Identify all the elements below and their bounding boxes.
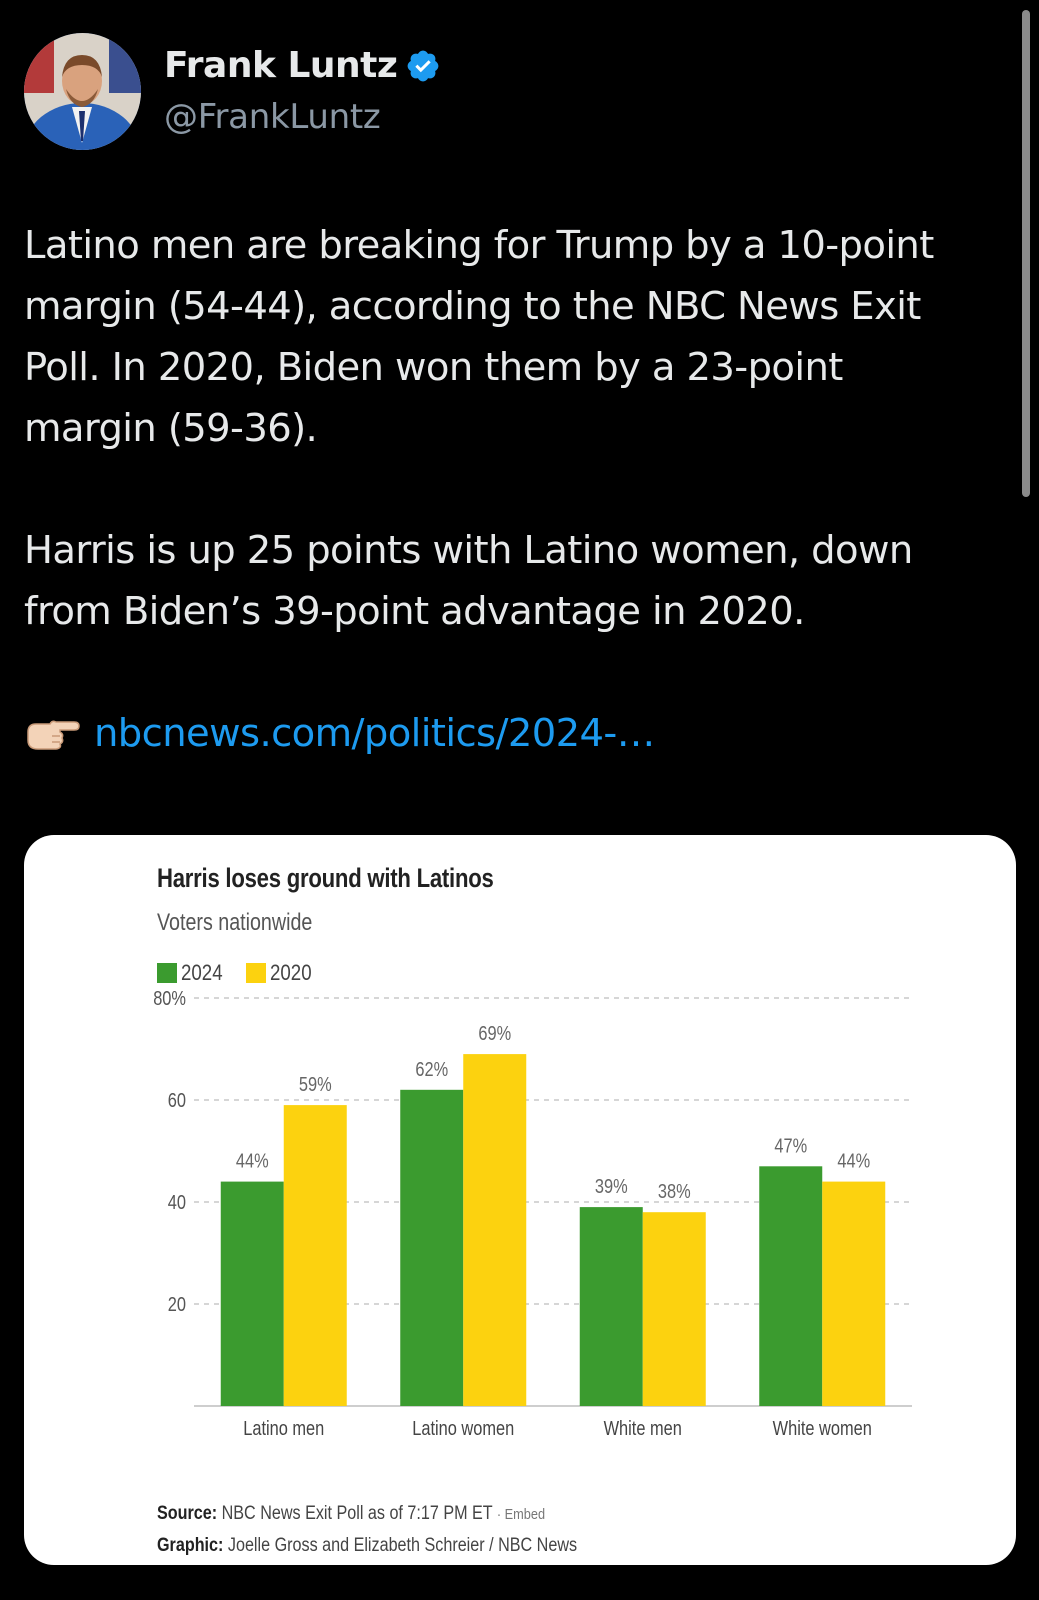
data-label: 44% [236, 1149, 269, 1172]
graphic-text: Joelle Gross and Elizabeth Schreier / NB… [227, 1535, 578, 1556]
bar-2020-latino-men [283, 1105, 347, 1406]
avatar[interactable] [24, 33, 141, 150]
author-handle[interactable]: @FrankLuntz [164, 97, 381, 137]
graphic-label: Graphic: [157, 1535, 224, 1556]
tweet-header: Frank Luntz @FrankLuntz [24, 33, 984, 151]
bar-chart: 20 40 60 80% 44% 59% Latino men 62% 69% Latino wo… [153, 986, 912, 1439]
tweet-line: margin (54-44), according to the NBC New… [24, 284, 921, 329]
tweet-line: Poll. In 2020, Biden won them by a 23-po… [24, 345, 843, 390]
paragraph-gap [24, 642, 1014, 703]
data-label: 69% [478, 1022, 511, 1045]
bar-2024-white-women [759, 1166, 823, 1406]
bar-2020-white-men [642, 1212, 706, 1406]
tweet-line: Harris is up 25 points with Latino women… [24, 528, 913, 573]
legend-item-2024: 2024 [157, 960, 230, 986]
source-text: NBC News Exit Poll as of 7:17 PM ET [221, 1503, 493, 1524]
tweet-text: Latino men are breaking for Trump by a 1… [24, 215, 1014, 764]
y-tick-label: 40 [168, 1190, 186, 1213]
x-tick-label: White men [604, 1416, 682, 1439]
tweet-line: from Biden’s 39-point advantage in 2020. [24, 589, 805, 634]
data-label: 62% [415, 1057, 448, 1080]
bar-2024-latino-men [220, 1181, 284, 1406]
legend-swatch-2024 [157, 963, 177, 983]
scrollbar[interactable] [1022, 10, 1030, 497]
source-label: Source: [157, 1503, 218, 1524]
bar-2024-white-men [579, 1207, 643, 1406]
y-tick-label: 20 [168, 1292, 186, 1315]
chart-subtitle: Voters nationwide [157, 909, 313, 936]
legend-label-2024: 2024 [181, 960, 223, 985]
bar-2020-white-women [822, 1181, 886, 1406]
chart-legend: 2024 2020 [157, 960, 335, 986]
x-tick-label: White women [773, 1416, 872, 1439]
x-tick-label: Latino women [412, 1416, 514, 1439]
legend-label-2020: 2020 [269, 960, 312, 985]
data-label: 44% [837, 1149, 870, 1172]
verified-badge-icon [407, 50, 439, 81]
data-label: 38% [658, 1180, 691, 1203]
graphic-line: Graphic: Joelle Gross and Elizabeth Schr… [157, 1530, 577, 1561]
tweet-line: Latino men are breaking for Trump by a 1… [24, 223, 934, 268]
legend-swatch-2020 [245, 963, 266, 983]
pointing-hand-icon [27, 720, 80, 750]
bar-2020-latino-women [463, 1054, 527, 1406]
embed-link[interactable]: · Embed [496, 1506, 546, 1523]
article-link[interactable]: nbcnews.com/politics/2024-… [94, 711, 655, 756]
link-row: nbcnews.com/politics/2024-… [24, 703, 1014, 764]
avatar-image [24, 33, 141, 150]
data-label: 39% [595, 1175, 628, 1198]
author-name[interactable]: Frank Luntz [164, 45, 398, 86]
chart-card[interactable]: Harris loses ground with Latinos Voters … [24, 835, 1016, 1565]
y-tick-label: 80% [153, 986, 186, 1009]
name-row: Frank Luntz [164, 45, 441, 86]
data-label: 59% [299, 1073, 332, 1096]
x-tick-label: Latino men [243, 1416, 324, 1439]
legend-item-2020: 2020 [245, 960, 319, 986]
chart-title: Harris loses ground with Latinos [157, 863, 494, 893]
bar-2024-latino-women [400, 1089, 464, 1406]
chart-footer: Source: NBC News Exit Poll as of 7:17 PM… [157, 1498, 577, 1561]
source-line: Source: NBC News Exit Poll as of 7:17 PM… [157, 1498, 577, 1530]
data-label: 47% [774, 1134, 807, 1157]
tweet-line: margin (59-36). [24, 406, 318, 451]
paragraph-gap [24, 459, 1014, 520]
y-tick-label: 60 [168, 1088, 186, 1111]
